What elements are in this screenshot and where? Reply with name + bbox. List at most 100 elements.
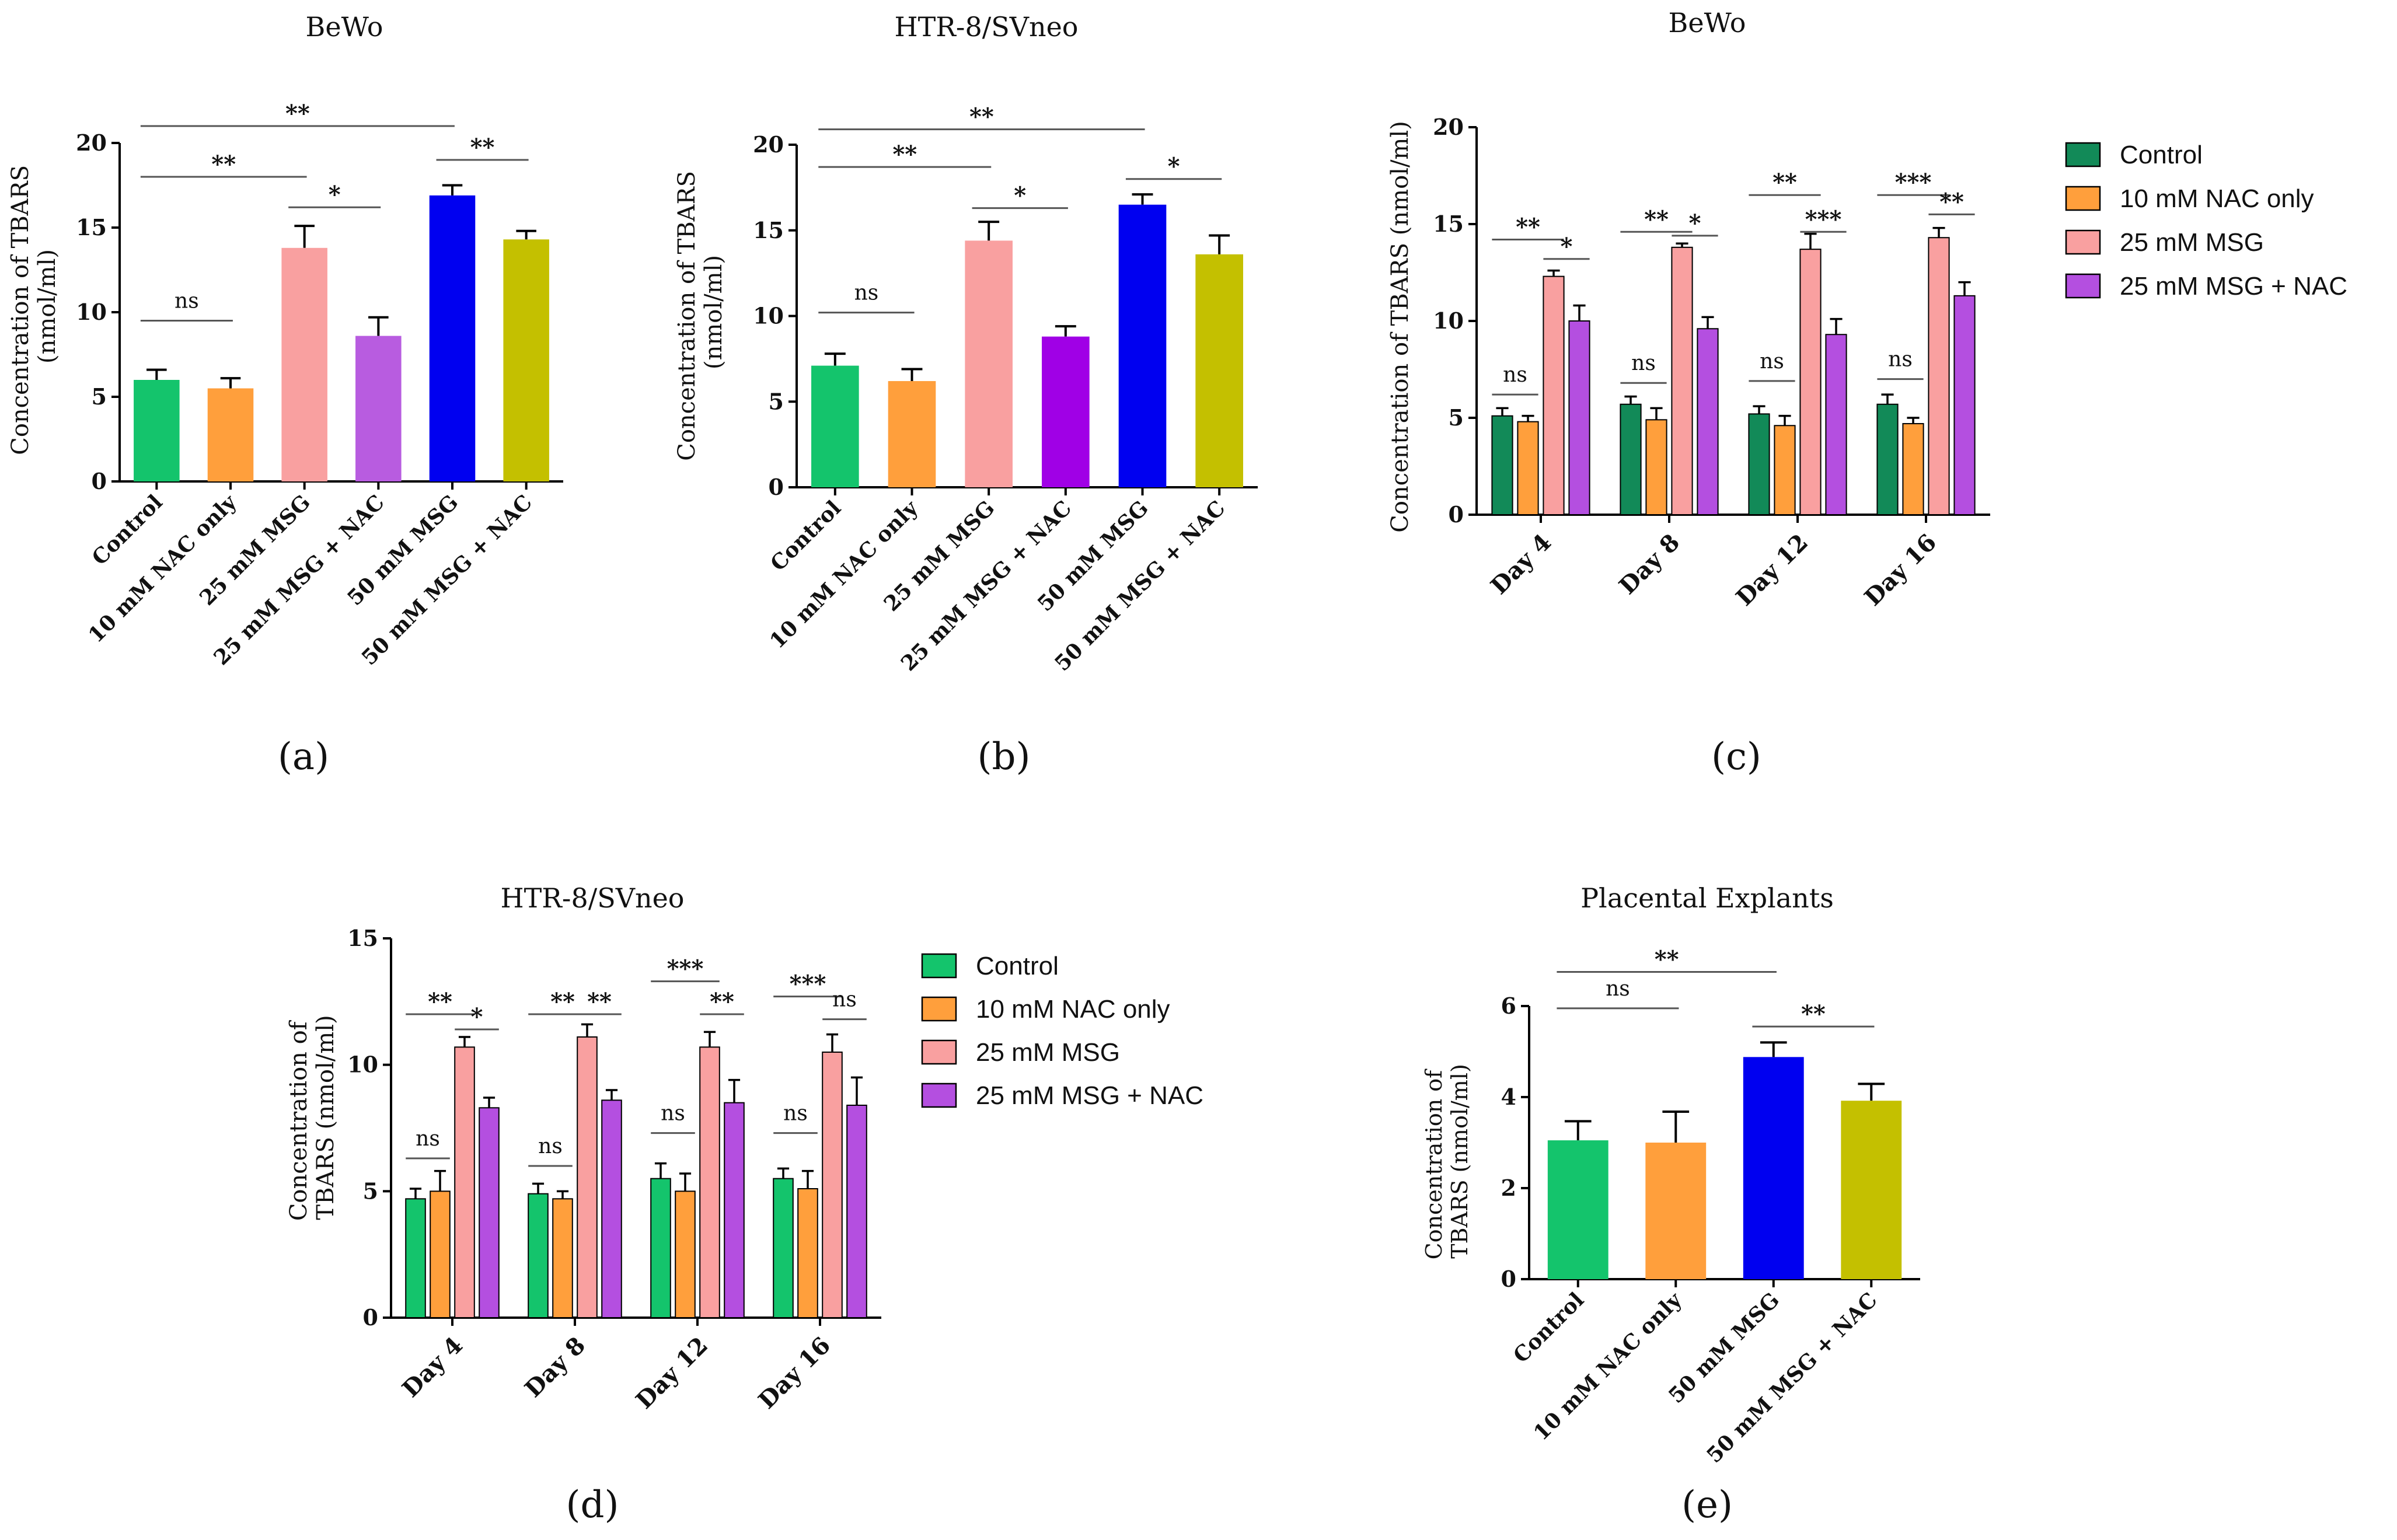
x-tick-label: Day 8: [1614, 529, 1685, 600]
panel-b-ylabel: Concentration of TBARS (nmol/ml): [674, 163, 727, 461]
bar-10-mm-nac-only: [797, 1188, 818, 1318]
y-tick-label: 0: [1501, 1266, 1516, 1292]
bar-control: [811, 365, 859, 487]
bar-25-mm-msg-nac: [724, 1102, 745, 1318]
bar-control: [1547, 1140, 1609, 1279]
significance-label: ***: [667, 955, 704, 983]
significance-label: ns: [1760, 350, 1784, 373]
y-tick-label: 5: [92, 383, 107, 410]
panel-a-ylabel: Concentration of TBARS (nmol/ml): [7, 158, 61, 455]
panel-e: Placental Explants Concentration of TBAR…: [1421, 882, 1920, 1527]
significance-label: *: [471, 1003, 483, 1031]
significance-label: *: [1561, 233, 1573, 260]
x-tick-label: Day 4: [397, 1332, 468, 1403]
x-tick-label: 50 mM MSG + NAC: [1702, 1288, 1882, 1468]
bar-25-mm-msg: [699, 1046, 720, 1319]
panel-b-ylabel-line1: Concentration of TBARS: [674, 171, 700, 461]
panel-b: HTR-8/SVneo Concentration of TBARS (nmol…: [674, 11, 1258, 778]
x-tick-label: 10 mM NAC only: [83, 490, 242, 648]
panel-c-title: BeWo: [1669, 7, 1746, 39]
bar-25-mm-msg-nac: [1953, 295, 1976, 515]
significance-label: **: [710, 988, 734, 1015]
significance-label: ns: [538, 1134, 563, 1158]
x-tick-label: Control: [1509, 1288, 1589, 1368]
panel-b-ylabel-line2: (nmol/ml): [700, 255, 727, 369]
significance-label: ns: [416, 1127, 440, 1151]
significance-label: ns: [1888, 348, 1913, 372]
bar-25-mm-msg: [1799, 249, 1822, 515]
significance-label: *: [1168, 153, 1180, 180]
bar-control: [134, 380, 180, 481]
significance-label: ***: [1895, 169, 1932, 196]
legend-swatch-25-mm-msg: [921, 1039, 957, 1065]
x-tick-label: Control: [766, 496, 846, 576]
significance-label: ns: [854, 281, 879, 305]
significance-label: ns: [1631, 351, 1656, 375]
bar-50-mm-msg-nac: [503, 239, 549, 481]
panel-e-title: Placental Explants: [1580, 882, 1834, 914]
significance-label: ***: [790, 970, 826, 998]
x-tick-label: Day 16: [753, 1332, 836, 1415]
legend-swatch-25-mm-msg-nac: [2065, 273, 2101, 299]
legend-label: Control: [2120, 141, 2203, 169]
legend-swatch-control: [921, 953, 957, 979]
panel-e-ylabel: Concentration of TBARS (nmol/ml): [1421, 1063, 1473, 1260]
y-tick-label: 2: [1501, 1175, 1516, 1201]
panel-a-label: (a): [278, 735, 329, 778]
bar-25-mm-msg: [965, 240, 1013, 487]
panel-c: BeWo Concentration of TBARS (nmol/ml) 0 5…: [1387, 7, 2347, 778]
bar-50-mm-msg: [1743, 1057, 1804, 1279]
panel-a-ylabel-line2: (nmol/ml): [34, 249, 61, 364]
legend-label: 25 mM MSG: [2120, 228, 2264, 257]
bar-50-mm-msg: [1118, 204, 1167, 487]
bar-50-mm-msg-nac: [1195, 254, 1243, 487]
y-tick-label: 20: [76, 130, 107, 156]
bar-25-mm-msg: [1928, 237, 1950, 515]
significance-label: **: [892, 141, 917, 168]
y-tick-label: 10: [753, 303, 784, 329]
significance-label: *: [1689, 209, 1701, 237]
legend-label: 10 mM NAC only: [2120, 184, 2314, 213]
bar-25-mm-msg-nac: [355, 336, 402, 481]
bar-25-mm-msg: [1543, 275, 1565, 515]
panel-d-ylabel-line1: Concentration of: [285, 1019, 312, 1221]
y-tick-label: 15: [347, 925, 378, 951]
x-tick-label: 10 mM NAC only: [765, 495, 923, 654]
significance-label: ***: [1805, 205, 1842, 233]
significance-label: ns: [175, 289, 199, 313]
legend-label: 10 mM NAC only: [976, 995, 1170, 1024]
panel-b-title: HTR-8/SVneo: [894, 11, 1078, 43]
bar-control: [1876, 403, 1899, 516]
bar-25-mm-msg-nac: [1825, 334, 1847, 515]
y-tick-label: 10: [76, 299, 107, 325]
panel-a-title: BeWo: [306, 11, 383, 43]
y-tick-label: 20: [753, 131, 784, 158]
significance-label: **: [1516, 214, 1540, 241]
bar-10-mm-nac-only: [1774, 425, 1796, 516]
bar-25-mm-msg-nac: [479, 1107, 500, 1319]
bar-10-mm-nac-only: [207, 388, 254, 481]
bar-25-mm-msg: [454, 1046, 475, 1319]
bar-control: [650, 1178, 671, 1318]
bar-10-mm-nac-only: [1645, 419, 1667, 515]
bar-25-mm-msg: [822, 1052, 843, 1318]
legend-label: 25 mM MSG + NAC: [2120, 272, 2347, 301]
y-tick-label: 5: [363, 1178, 378, 1204]
bar-10-mm-nac-only: [1517, 421, 1539, 516]
y-tick-label: 10: [347, 1052, 378, 1078]
significance-label: **: [1773, 169, 1797, 196]
bar-25-mm-msg-nac: [1042, 336, 1090, 487]
panel-b-label: (b): [978, 735, 1031, 778]
panel-d: HTR-8/SVneo Concentration of TBARS (nmol…: [285, 882, 1203, 1527]
y-tick-label: 6: [1501, 993, 1516, 1019]
legend-swatch-10-mm-nac-only: [2065, 186, 2101, 211]
y-tick-label: 15: [76, 214, 107, 240]
x-tick-label: Day 12: [1730, 529, 1813, 612]
bar-control: [528, 1193, 549, 1318]
significance-label: **: [550, 988, 575, 1015]
panel-c-legend: Control 10 mM NAC only 25 mM MSG 25 mM MSG …: [2065, 141, 2347, 301]
